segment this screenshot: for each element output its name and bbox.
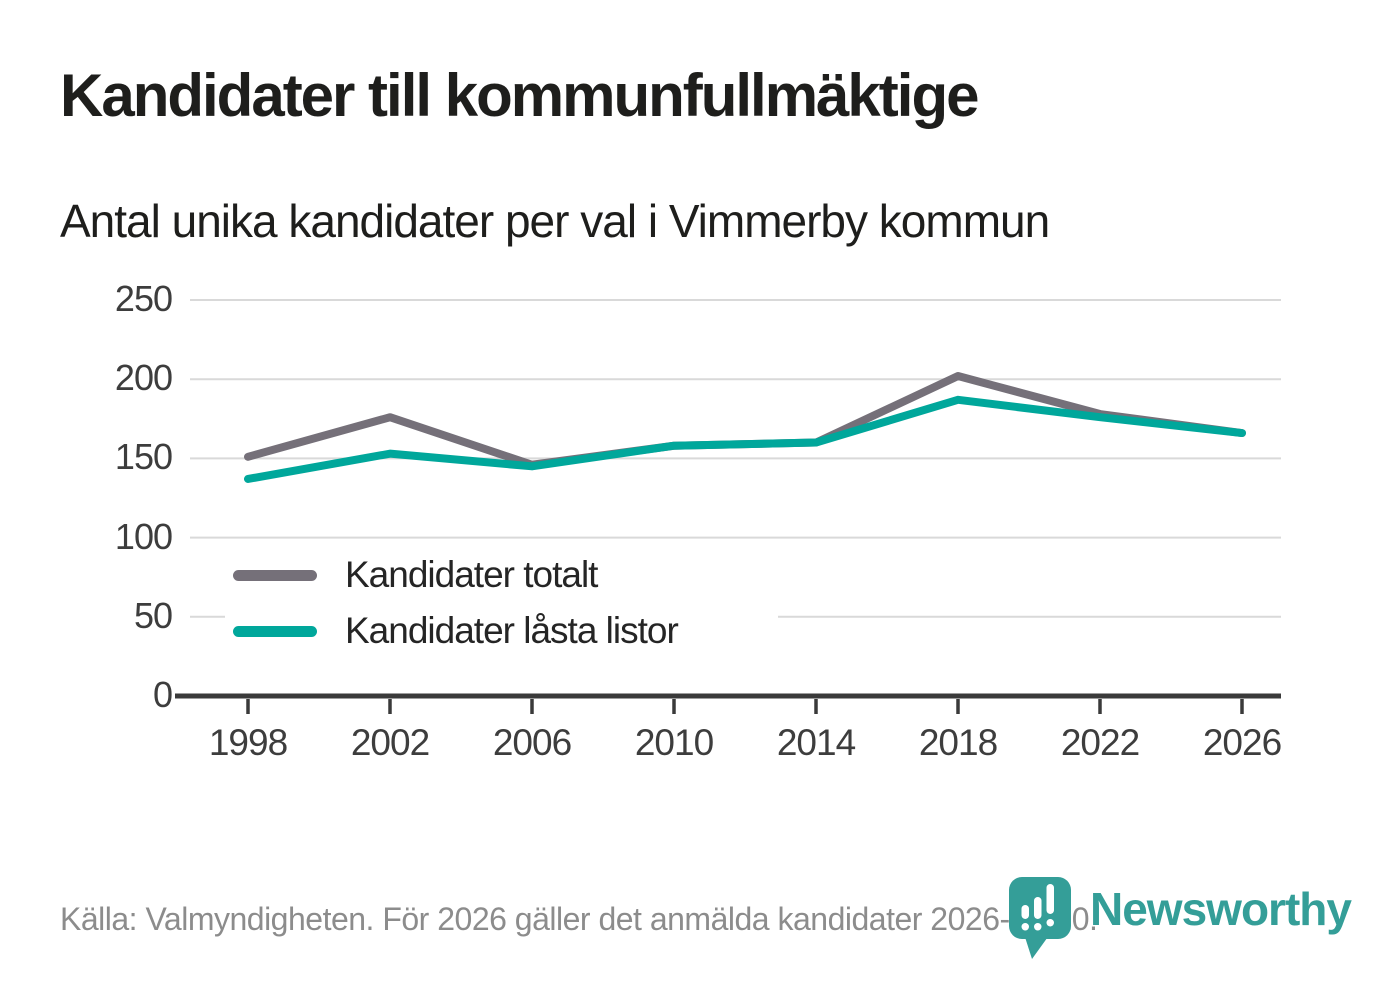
y-axis-tick-label: 100 <box>114 515 173 557</box>
x-axis-tick-label: 2010 <box>634 722 714 763</box>
y-axis-tick-label: 200 <box>114 357 173 399</box>
source-note: Källa: Valmyndigheten. För 2026 gäller d… <box>60 901 1098 937</box>
legend-label: Kandidater totalt <box>345 554 598 595</box>
newsworthy-pin-barchart-icon <box>1006 874 1076 969</box>
legend-label: Kandidater låsta listor <box>345 610 679 651</box>
series-line-kandidater-l-sta-listor <box>244 395 1246 483</box>
x-axis-tick-label: 2014 <box>776 722 856 763</box>
x-axis-tick-label: 2022 <box>1060 722 1140 763</box>
newsworthy-logo[interactable]: Newsworthy <box>1006 874 1352 969</box>
legend-item: Kandidater totalt <box>233 554 778 596</box>
chart-subtitle: Antal unika kandidater per val i Vimmerb… <box>60 195 1050 247</box>
legend-item: Kandidater låsta listor <box>233 610 778 652</box>
y-axis-tick-label: 0 <box>152 674 173 715</box>
x-axis-tick-label: 2002 <box>350 722 430 763</box>
y-axis-tick-label: 250 <box>114 278 173 319</box>
newsworthy-wordmark: Newsworthy <box>1090 883 1352 935</box>
x-axis-tick-label: 2006 <box>492 722 572 763</box>
page-title: Kandidater till kommunfullmäktige <box>60 62 979 129</box>
chart-legend: Kandidater totalt Kandidater låsta listor <box>225 550 778 660</box>
y-axis-tick-label: 150 <box>114 436 173 478</box>
x-axis-tick-label: 1998 <box>208 722 288 763</box>
x-axis-tick-label: 2018 <box>918 722 998 763</box>
legend-swatch <box>233 625 317 637</box>
x-axis-tick-label: 2026 <box>1202 722 1282 763</box>
y-axis-tick-label: 50 <box>133 594 173 636</box>
legend-swatch <box>233 569 317 581</box>
